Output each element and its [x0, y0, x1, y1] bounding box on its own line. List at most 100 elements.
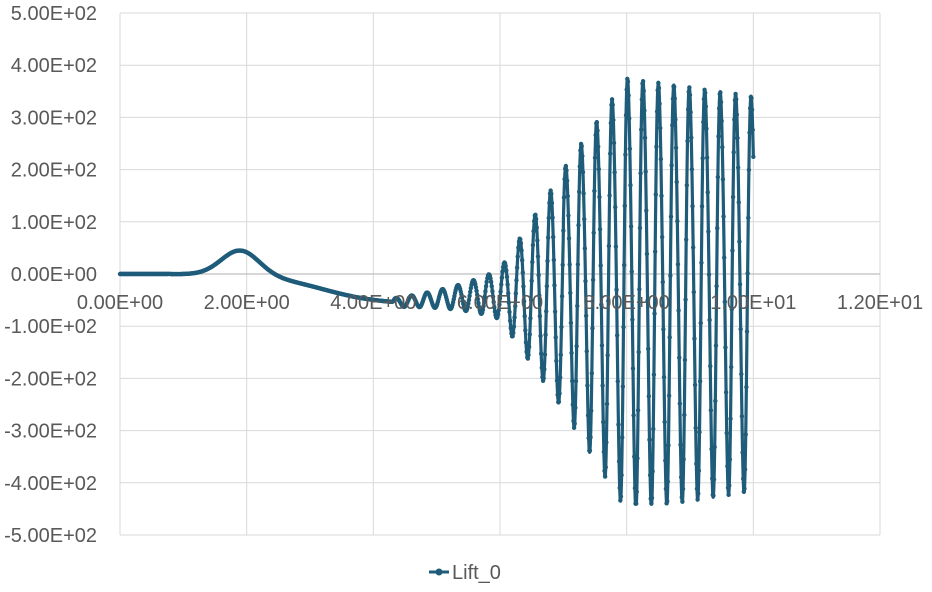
data-point	[663, 486, 669, 492]
data-point	[573, 405, 578, 410]
data-point	[552, 309, 558, 314]
data-point	[696, 491, 701, 496]
x-tick-labels: 0.00E+00 2.00E+00 4.00E+00 6.00E+00 8.00E+00…	[77, 292, 923, 314]
data-point	[559, 324, 564, 330]
data-point	[526, 344, 532, 350]
data-point	[644, 251, 650, 257]
data-point	[467, 293, 472, 299]
data-point	[718, 99, 724, 105]
data-point	[679, 495, 684, 500]
data-point	[491, 299, 496, 305]
data-point	[495, 312, 501, 317]
data-point	[646, 394, 652, 399]
data-point	[507, 318, 513, 323]
data-point	[582, 216, 587, 222]
data-point	[624, 87, 629, 92]
y-tick-label: -5.00E+02	[4, 525, 97, 547]
data-point	[662, 419, 667, 425]
data-point	[712, 444, 717, 450]
data-point	[696, 468, 702, 473]
data-point	[551, 257, 557, 263]
data-point	[475, 292, 480, 298]
data-point	[726, 492, 731, 498]
data-point	[700, 156, 705, 161]
data-point	[585, 383, 590, 388]
data-point	[692, 336, 697, 341]
data-point	[730, 248, 735, 253]
data-point	[553, 335, 558, 340]
x-tick-label: 0.00E+00	[77, 292, 163, 314]
data-point	[535, 254, 541, 259]
data-point	[572, 421, 577, 426]
data-point	[588, 435, 593, 440]
data-point	[703, 104, 709, 109]
data-point	[728, 416, 733, 421]
data-point	[658, 125, 663, 131]
data-point	[614, 287, 619, 292]
data-point	[602, 474, 608, 479]
data-point	[687, 85, 692, 90]
data-point	[731, 150, 736, 155]
x-tick-label: 8.00E+00	[584, 292, 670, 314]
data-point	[682, 412, 687, 418]
data-point	[546, 215, 551, 221]
data-point	[504, 268, 509, 273]
data-point	[639, 97, 645, 102]
data-point	[734, 112, 740, 117]
data-point	[618, 494, 624, 499]
data-point	[481, 304, 486, 309]
data-point	[728, 364, 734, 370]
data-point	[557, 375, 563, 380]
data-point	[504, 274, 510, 279]
data-point	[684, 183, 690, 188]
data-point	[598, 263, 603, 268]
data-point	[511, 330, 516, 336]
data-point	[496, 307, 501, 313]
data-point	[600, 383, 605, 388]
data-point	[543, 332, 548, 337]
data-point	[526, 352, 531, 358]
data-point	[725, 463, 730, 469]
data-point	[538, 351, 544, 356]
data-point	[659, 193, 664, 198]
data-point	[530, 242, 536, 248]
data-point	[623, 113, 629, 118]
data-point	[663, 458, 668, 463]
data-point	[499, 275, 505, 280]
data-point	[632, 486, 638, 491]
data-point	[618, 498, 623, 503]
data-point	[680, 499, 685, 504]
data-point	[649, 495, 655, 501]
legend-label: Lift_0	[452, 562, 501, 584]
data-point	[544, 283, 550, 289]
data-point	[665, 479, 671, 484]
data-point	[558, 352, 563, 358]
data-point	[528, 316, 533, 321]
data-point	[559, 294, 565, 299]
data-point	[715, 226, 720, 231]
data-point	[737, 239, 742, 244]
data-point	[668, 273, 673, 278]
data-point	[536, 273, 541, 278]
data-point	[675, 218, 680, 224]
data-point	[561, 195, 567, 200]
data-point	[593, 132, 598, 138]
data-point	[677, 355, 682, 360]
data-point	[719, 118, 724, 124]
data-point	[652, 249, 658, 254]
data-point	[705, 190, 710, 195]
data-point	[542, 367, 547, 372]
y-tick-label: 3.00E+02	[11, 107, 97, 129]
data-point	[709, 446, 714, 452]
data-point	[556, 399, 562, 404]
data-point	[677, 401, 683, 406]
data-point	[512, 315, 517, 320]
data-point	[644, 208, 649, 213]
data-point	[580, 169, 586, 175]
data-point	[723, 345, 728, 350]
data-point	[521, 284, 526, 289]
data-point	[647, 437, 652, 442]
data-point	[642, 135, 648, 141]
data-point	[641, 88, 646, 94]
y-tick-label: 2.00E+02	[11, 160, 97, 182]
